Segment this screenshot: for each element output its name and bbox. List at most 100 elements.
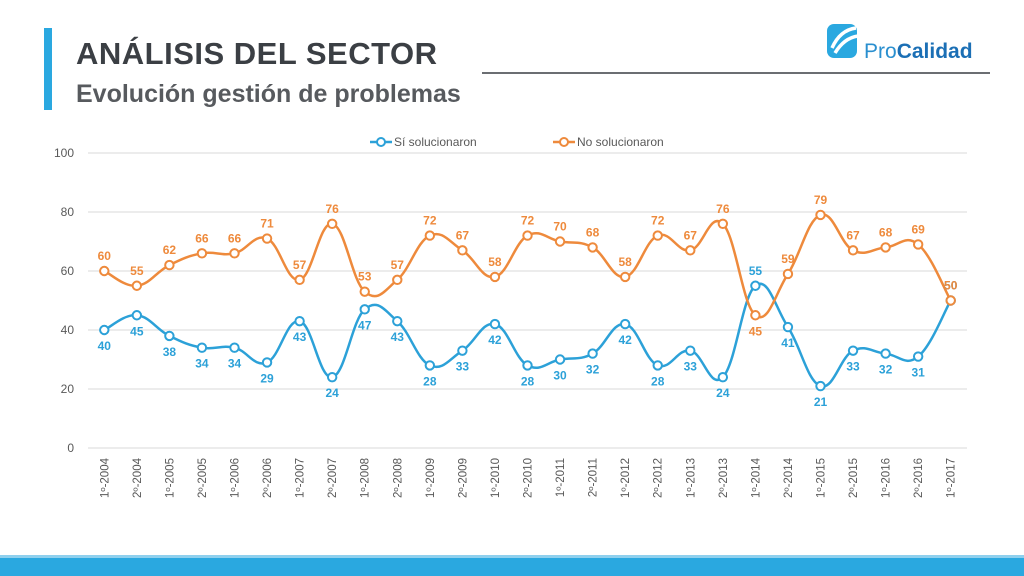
data-label: 33 (456, 360, 470, 374)
data-point (847, 345, 859, 356)
x-tick-label: 1º-2016 (881, 458, 893, 498)
data-label: 55 (749, 264, 763, 278)
data-point (489, 271, 501, 283)
data-label: 72 (423, 214, 437, 228)
x-tick-label: 1º-2012 (620, 458, 632, 498)
x-tick-label: 1º-2017 (946, 458, 958, 498)
x-tick-label: 1º-2015 (816, 458, 828, 498)
data-label: 69 (911, 222, 925, 236)
data-label: 28 (423, 374, 437, 388)
data-label: 34 (228, 357, 242, 371)
data-label: 24 (325, 386, 339, 400)
footer-band (0, 558, 1024, 576)
y-tick-label: 40 (61, 323, 75, 337)
x-tick-label: 1º-2008 (360, 458, 372, 498)
data-point (750, 280, 761, 291)
x-tick-label: 1º-2010 (490, 458, 502, 498)
legend-swatch-marker (376, 137, 386, 147)
data-point (782, 321, 794, 333)
data-point (457, 345, 468, 356)
data-point (424, 360, 436, 371)
data-label: 24 (716, 386, 730, 400)
chart-legend: Sí solucionaron No solucionaron (370, 135, 664, 149)
data-label: 71 (260, 217, 274, 231)
legend-entry: No solucionaron (577, 135, 664, 149)
data-point (294, 315, 305, 327)
data-label: 40 (98, 339, 112, 353)
x-tick-label: 1º-2009 (425, 458, 437, 498)
x-tick-label: 1º-2006 (230, 458, 242, 498)
series-line-si (103, 282, 952, 388)
data-point (229, 248, 240, 259)
data-label: 55 (130, 264, 144, 278)
data-label: 53 (358, 270, 372, 284)
data-point (131, 310, 143, 321)
data-point (685, 345, 696, 356)
data-point (587, 348, 598, 359)
y-tick-label: 20 (61, 382, 75, 396)
data-point (815, 380, 826, 392)
y-tick-label: 0 (67, 441, 74, 455)
data-label: 66 (195, 231, 209, 245)
procalidad-logo: ProCalidad (826, 22, 996, 70)
x-tick-label: 2º-2009 (457, 458, 469, 498)
x-tick-label: 2º-2011 (588, 458, 600, 497)
data-label: 50 (944, 279, 958, 293)
data-point (261, 357, 273, 368)
data-point (880, 242, 891, 253)
data-point (685, 245, 696, 256)
data-point (587, 242, 598, 253)
data-label: 67 (846, 228, 860, 242)
logo-icon (827, 24, 859, 58)
data-label: 28 (521, 374, 535, 388)
data-point (652, 360, 663, 371)
data-point (619, 271, 631, 283)
data-label: 32 (879, 363, 893, 377)
x-tick-label: 2º-2008 (392, 458, 404, 498)
data-label: 70 (553, 220, 567, 234)
data-label: 67 (684, 228, 698, 242)
x-tick-label: 1º-2005 (164, 458, 176, 498)
chart-grid (88, 152, 967, 449)
data-point (359, 286, 370, 297)
x-tick-label: 2º-2006 (262, 458, 274, 498)
y-tick-label: 60 (61, 264, 75, 278)
data-point (164, 259, 175, 271)
data-label: 41 (781, 336, 795, 350)
data-label: 34 (195, 357, 209, 371)
data-label: 57 (293, 258, 307, 272)
x-tick-label: 1º-2014 (750, 457, 762, 498)
data-point (196, 342, 208, 353)
title-accent-bar (44, 28, 52, 110)
legend-entry: Sí solucionaron (394, 135, 477, 149)
data-point (522, 360, 533, 371)
data-point (912, 239, 924, 250)
chart-series (99, 209, 956, 392)
data-label: 58 (618, 255, 632, 269)
data-label: 21 (814, 395, 828, 409)
x-tick-label: 1º-2011 (555, 458, 567, 497)
data-point (392, 315, 403, 327)
data-label: 62 (163, 243, 177, 257)
data-label: 33 (846, 360, 860, 374)
x-tick-label: 2º-2004 (132, 457, 144, 498)
data-point (815, 209, 826, 221)
data-point (652, 230, 663, 241)
y-axis: 0 20 40 60 80 100 (54, 146, 74, 455)
data-label: 50 (944, 279, 958, 293)
data-label: 31 (911, 366, 925, 380)
x-tick-label: 2º-2014 (783, 457, 795, 498)
data-point (717, 218, 729, 230)
x-axis: 1º-2004 2º-2004 1º-2005 2º-2005 1º-2006 2º-20… (99, 457, 957, 498)
page-subtitle: Evolución gestión de problemas (76, 80, 461, 108)
data-point (164, 330, 175, 342)
data-label: 32 (586, 363, 600, 377)
data-label: 42 (618, 333, 632, 347)
data-point (326, 372, 338, 383)
data-point (945, 295, 956, 306)
x-tick-label: 1º-2013 (685, 458, 697, 498)
data-label: 38 (163, 345, 177, 359)
x-tick-label: 1º-2007 (295, 458, 307, 498)
data-point (99, 265, 110, 277)
